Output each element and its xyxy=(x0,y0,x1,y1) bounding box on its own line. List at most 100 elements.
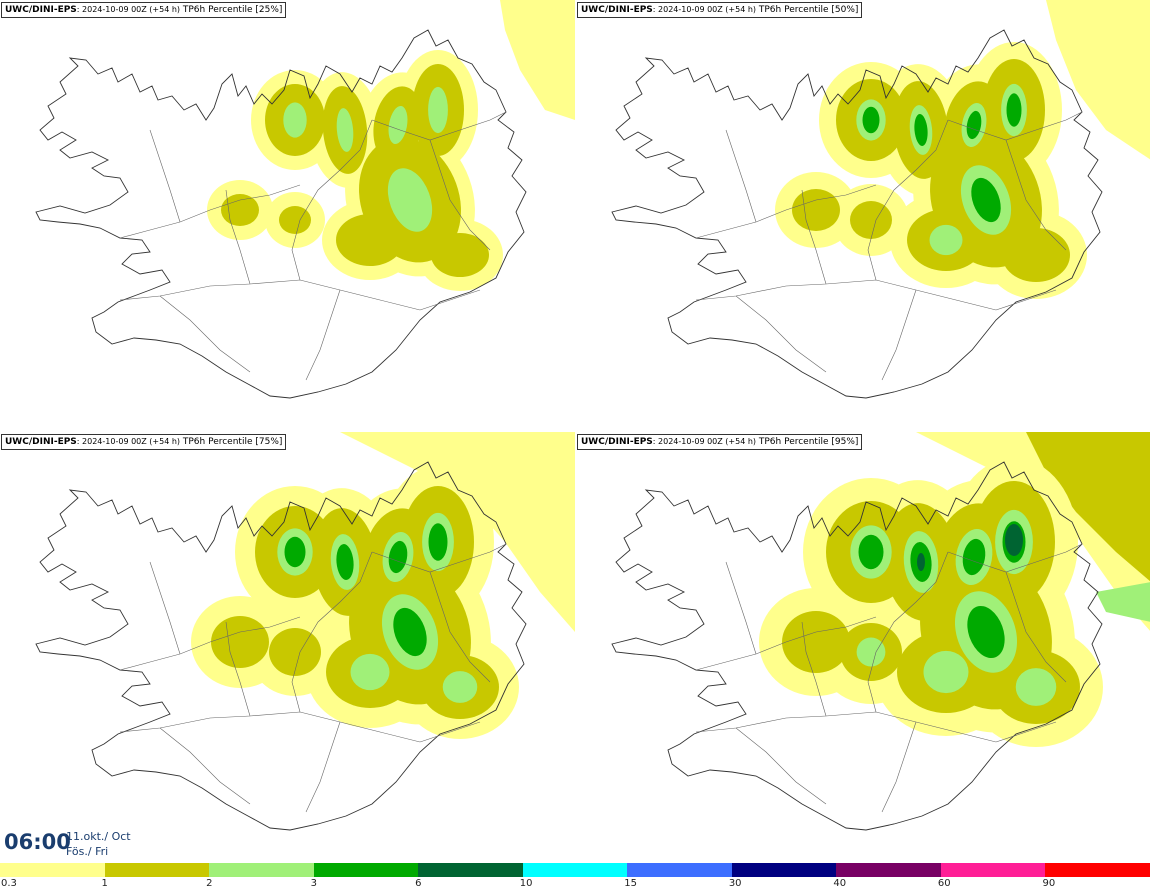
precip-contour xyxy=(966,110,982,140)
precip-contour xyxy=(971,177,1001,223)
road-line xyxy=(1005,139,1067,251)
precip-map-p50 xyxy=(611,0,1150,399)
legend-swatch xyxy=(209,863,315,877)
valid-time-box: 06:00 11.okt./ Oct Fös./ Fri xyxy=(0,826,140,862)
road-line xyxy=(291,551,373,713)
road-line xyxy=(119,279,421,311)
precip-contour xyxy=(1026,432,1150,582)
legend-tick-label: 15 xyxy=(624,878,637,889)
precip-contour xyxy=(336,108,354,152)
road-line xyxy=(305,289,341,381)
precip-map-p95 xyxy=(611,432,1150,831)
road-line xyxy=(947,111,1083,141)
precip-contour xyxy=(962,538,986,576)
precip-contour xyxy=(269,628,321,676)
coastline xyxy=(35,29,527,399)
road-line xyxy=(1005,571,1067,683)
legend-tick-label: 1 xyxy=(101,878,108,889)
road-line xyxy=(371,111,507,141)
precip-contour xyxy=(1005,524,1023,556)
road-line xyxy=(419,721,481,743)
road-line xyxy=(429,571,491,683)
precip-map-p25 xyxy=(35,0,575,399)
legend-swatch xyxy=(627,863,733,877)
road-line xyxy=(159,295,251,373)
precip-contour xyxy=(1006,93,1022,127)
road-line xyxy=(225,189,251,285)
road-line xyxy=(119,711,421,743)
precip-contour xyxy=(336,214,404,266)
precip-contour xyxy=(279,206,311,234)
road-line xyxy=(695,279,997,311)
precip-contour xyxy=(283,102,307,138)
road-line xyxy=(735,727,827,805)
legend-swatch xyxy=(940,863,1046,877)
road-line xyxy=(881,721,917,813)
road-line xyxy=(305,721,341,813)
road-line xyxy=(225,621,251,717)
legend-swatch xyxy=(313,863,419,877)
precip-contour xyxy=(442,671,478,703)
color-legend: 0.3 1 2 3 6 10 15 30 40 60 90 xyxy=(0,862,1150,891)
road-line xyxy=(735,295,827,373)
precip-contour xyxy=(967,605,1005,659)
legend-swatch xyxy=(522,863,628,877)
road-line xyxy=(801,189,827,285)
road-line xyxy=(371,543,507,573)
precip-contour xyxy=(856,637,886,667)
legend-swatch xyxy=(836,863,942,877)
coastline xyxy=(35,461,527,831)
legend-swatch xyxy=(1045,863,1150,877)
legend-tick-label: 30 xyxy=(728,878,742,889)
coastline xyxy=(611,461,1103,831)
precip-contour xyxy=(929,224,963,256)
road-line xyxy=(119,184,301,239)
precip-contour xyxy=(393,607,427,657)
precip-contour xyxy=(1002,228,1070,282)
precip-contour xyxy=(914,114,928,146)
precip-contour xyxy=(1015,668,1057,706)
panel-p25: UWC/DINI-EPS: 2024-10-09 00Z (+54 h) TP6… xyxy=(0,0,575,431)
precip-contour xyxy=(792,189,840,231)
precip-contour xyxy=(1096,582,1150,622)
precip-contour xyxy=(850,201,892,239)
legend-swatch xyxy=(731,863,837,877)
precip-contour xyxy=(388,540,408,574)
precip-contour xyxy=(284,536,306,568)
precip-contour xyxy=(1046,0,1150,160)
road-line xyxy=(695,184,877,239)
precip-contour xyxy=(500,0,575,120)
precip-contour xyxy=(431,233,489,277)
legend-swatch xyxy=(104,863,210,877)
road-line xyxy=(947,543,1083,573)
coastline xyxy=(611,29,1103,399)
road-line xyxy=(725,129,757,223)
legend-tick-label: 6 xyxy=(415,878,422,889)
legend-tick-label: 0.3 xyxy=(1,878,17,889)
precip-contour xyxy=(387,168,433,232)
panel-p95: UWC/DINI-EPS: 2024-10-09 00Z (+54 h) TP6… xyxy=(576,432,1150,863)
panel-title: UWC/DINI-EPS: 2024-10-09 00Z (+54 h) TP6… xyxy=(1,2,287,18)
road-line xyxy=(881,289,917,381)
legend-tick-label: 2 xyxy=(206,878,213,889)
precip-contour xyxy=(221,194,259,226)
valid-weekday: Fös./ Fri xyxy=(66,845,109,858)
road-line xyxy=(419,289,481,311)
precip-contour xyxy=(350,653,390,691)
road-line xyxy=(867,119,949,281)
road-line xyxy=(149,561,181,655)
precip-contour xyxy=(862,106,880,134)
precip-contour xyxy=(428,523,448,561)
road-line xyxy=(995,289,1057,311)
precip-contour xyxy=(917,553,925,571)
road-line xyxy=(159,727,251,805)
road-line xyxy=(995,721,1057,743)
road-line xyxy=(725,561,757,655)
precip-contour xyxy=(782,611,850,673)
precip-map-p75 xyxy=(35,432,575,831)
legend-tick-label: 90 xyxy=(1042,878,1056,889)
road-line xyxy=(801,621,827,717)
legend-swatch xyxy=(418,863,524,877)
precip-contour xyxy=(340,432,575,632)
panel-p75: UWC/DINI-EPS: 2024-10-09 00Z (+54 h) TP6… xyxy=(0,432,575,863)
